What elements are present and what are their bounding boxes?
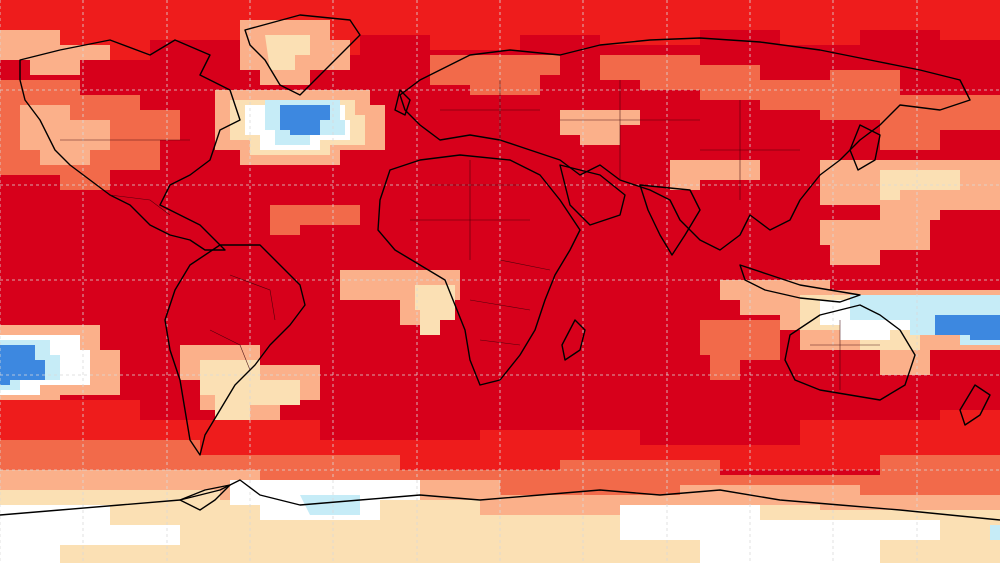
north-atlantic-cool	[280, 105, 330, 135]
arabia-mild	[670, 160, 760, 190]
greenland-coast	[244, 14, 361, 96]
japan-coast	[849, 124, 881, 171]
greenland-slight-patch	[265, 35, 310, 70]
tasman-cool	[935, 315, 1000, 340]
europe-warm-patch	[430, 55, 560, 95]
country-borders	[60, 80, 880, 390]
central-pacific-warm	[820, 220, 930, 265]
west-australia-warm	[700, 320, 780, 380]
indonesia-warm	[720, 280, 830, 315]
arctic-mild-patch-west	[0, 30, 110, 75]
eurasia-coast	[399, 37, 971, 251]
coastlines	[0, 14, 1000, 521]
africa-coast	[377, 154, 581, 386]
indonesia-coast	[739, 264, 861, 303]
se-pacific-cool	[0, 345, 45, 385]
antarctic-cool-light-west	[300, 495, 360, 515]
south-america-coast	[164, 244, 306, 456]
australia-coast	[784, 304, 916, 401]
siberia-mild-patch	[600, 55, 1000, 150]
antarctica-coast	[0, 479, 1000, 521]
india-coast	[639, 184, 701, 256]
madagascar-coast	[561, 319, 586, 361]
south-atlantic-slight	[415, 285, 455, 335]
antarctic-neutral-east	[620, 505, 940, 563]
new-zealand-coast	[959, 384, 991, 426]
arabia-coast	[559, 164, 626, 226]
uk-coast	[394, 89, 411, 116]
antarctic-neutral-south-west	[0, 505, 180, 563]
north-america-coast	[19, 39, 241, 251]
north-america-mild	[20, 105, 110, 165]
antarctic-peninsula-coast	[179, 484, 231, 511]
mid-atlantic-warm-band	[270, 205, 360, 235]
antarctic-cool-light-east	[990, 525, 1000, 540]
